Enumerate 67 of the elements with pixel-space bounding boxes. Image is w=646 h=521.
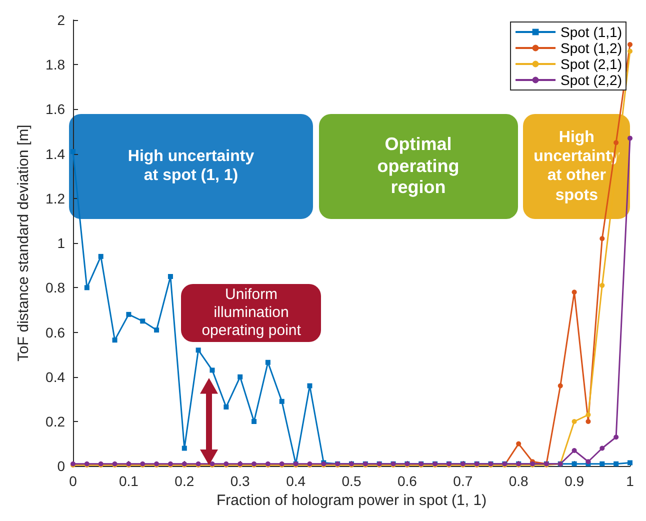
point (70, 149, 76, 154)
x-tick-label: 0.8 (508, 473, 529, 490)
x-tick-label: 1 (626, 473, 634, 490)
point (572, 290, 577, 295)
callout-box: Uniform illumination operating point (181, 284, 322, 342)
x-tick-label: 0.5 (342, 473, 362, 490)
callout-box: High uncertainty at other spots (523, 114, 630, 219)
point (516, 441, 522, 446)
point (252, 418, 257, 424)
callout-box: Optimal operating region (318, 114, 518, 219)
x-tick-label: 0.6 (397, 473, 418, 490)
x-tick-label: 0.3 (230, 473, 250, 490)
point (238, 374, 243, 380)
point (84, 285, 90, 290)
point (600, 282, 605, 288)
point (279, 398, 284, 404)
x-tick-label: 0 (69, 473, 78, 490)
point (154, 328, 160, 333)
point (265, 360, 270, 365)
y-tick-label: 1 (57, 235, 66, 252)
y-tick-label: 0.4 (46, 368, 66, 385)
point (98, 254, 104, 259)
y-tick-label: 1.4 (46, 146, 66, 162)
point (586, 412, 591, 418)
point (628, 48, 632, 54)
legend-label: Spot (1,1) (560, 24, 622, 40)
point (182, 446, 187, 451)
callout-box: High uncertainty at spot (1, 1) (69, 114, 314, 219)
point (307, 383, 312, 388)
point (614, 461, 619, 466)
point (572, 448, 577, 453)
point (140, 318, 146, 324)
point (614, 140, 619, 146)
point (112, 338, 118, 343)
x-axis-title: Fraction of hologram power in spot (1, 1) (216, 492, 487, 509)
y-tick-label: 1.2 (46, 190, 66, 206)
y-tick-label: 2 (57, 12, 66, 28)
point (558, 383, 563, 388)
point (628, 136, 632, 141)
y-tick-label: 0.8 (46, 280, 66, 296)
x-tick-label: 0.9 (564, 473, 584, 490)
y-tick-label: 1.6 (46, 101, 66, 118)
point (600, 461, 605, 466)
x-tick-label: 0.7 (453, 473, 473, 490)
legend-label: Spot (2,2) (560, 72, 622, 88)
y-tick-label: 1.8 (46, 56, 66, 73)
point (196, 348, 201, 353)
point (126, 312, 132, 317)
point (586, 418, 591, 424)
point (628, 42, 632, 48)
y-axis-title: ToF distance standard deviation [m] (15, 124, 32, 362)
x-tick-label: 0.2 (174, 473, 194, 490)
point (210, 368, 215, 373)
y-tick-label: 0.2 (46, 413, 66, 430)
point (600, 446, 605, 451)
point (572, 418, 577, 424)
point (224, 404, 229, 410)
legend-label: Spot (1,2) (560, 40, 622, 56)
point (572, 461, 577, 466)
legend-label: Spot (2,1) (560, 56, 622, 72)
x-tick-label: 0.4 (286, 473, 306, 490)
y-tick-label: 0.6 (46, 324, 66, 340)
y-tick-label: 0 (57, 458, 66, 474)
point (614, 434, 619, 440)
point (168, 274, 173, 280)
point (600, 236, 605, 242)
x-tick-label: 0.1 (118, 473, 139, 490)
